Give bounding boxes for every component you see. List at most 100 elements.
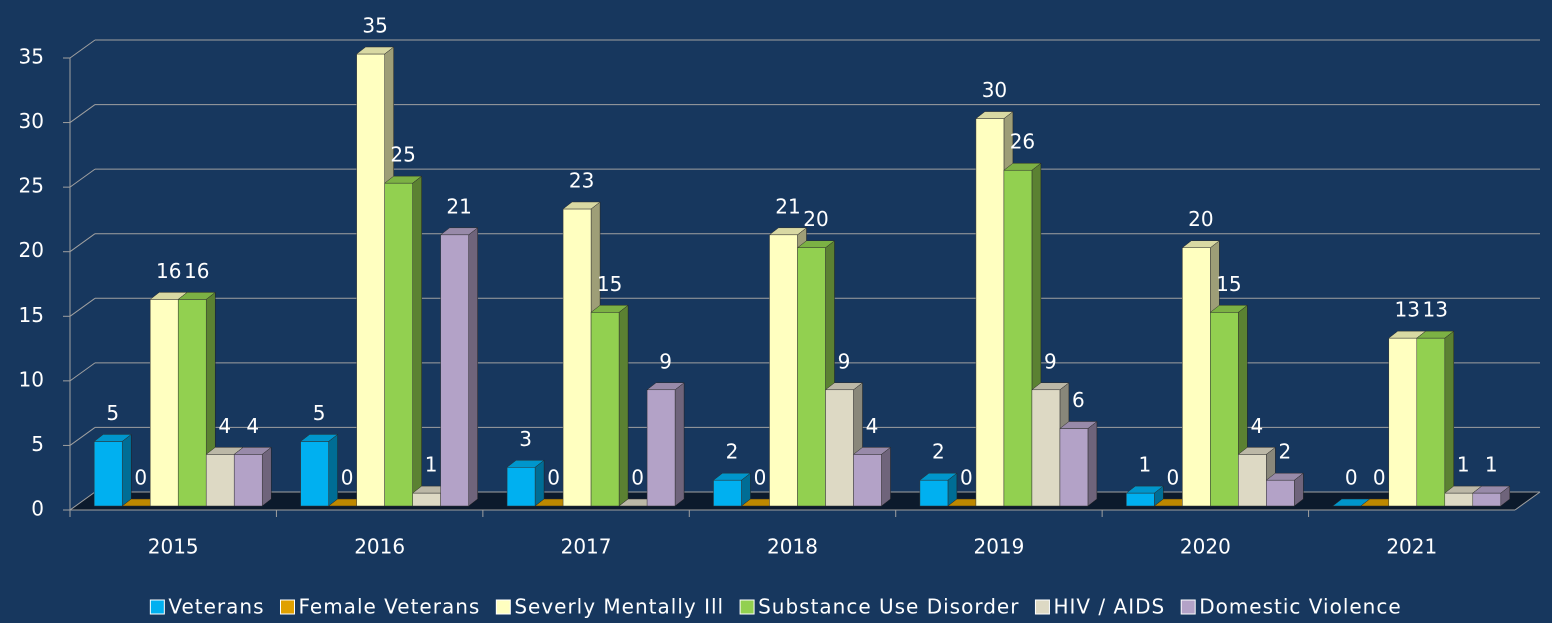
value-label: 0 <box>341 466 354 490</box>
bar <box>713 479 742 507</box>
bar-top <box>1416 330 1455 339</box>
grid-line <box>69 39 96 59</box>
bar-top <box>1125 485 1165 494</box>
grid-line <box>69 104 96 123</box>
value-label: 13 <box>1395 298 1420 322</box>
bar <box>440 234 469 507</box>
value-label: 30 <box>982 78 1007 102</box>
value-label: 2 <box>932 440 945 464</box>
bar <box>300 441 329 507</box>
bar <box>769 234 798 507</box>
legend-swatch <box>279 599 295 615</box>
bar <box>93 441 123 507</box>
bar-side <box>412 175 422 507</box>
bar <box>1003 169 1033 507</box>
bar-top <box>1209 305 1249 313</box>
bar-top <box>177 292 216 300</box>
value-label: 9 <box>1044 349 1057 373</box>
grid-line <box>69 297 96 317</box>
x-tick-label: 2016 <box>354 535 405 559</box>
bar <box>646 389 676 507</box>
bar <box>1266 479 1295 507</box>
legend-label: Domestic Violence <box>1199 595 1401 619</box>
bar <box>506 467 536 507</box>
y-tick-label: 20 <box>19 238 44 262</box>
x-tick-label: 2017 <box>561 535 612 559</box>
value-label: 0 <box>1345 466 1358 490</box>
bar-side <box>468 227 478 507</box>
bar-top <box>233 447 272 455</box>
bar <box>1444 492 1474 507</box>
bar-top <box>439 227 479 236</box>
bar <box>919 479 949 507</box>
bar <box>233 454 263 507</box>
bar-top <box>1265 472 1305 481</box>
value-label: 15 <box>1216 272 1241 296</box>
value-label: 4 <box>218 414 231 438</box>
value-label: 21 <box>446 194 471 218</box>
bar-top <box>796 240 836 248</box>
x-tick-label: 2021 <box>1386 535 1437 559</box>
value-label: 35 <box>362 14 387 38</box>
bar-top <box>383 175 423 184</box>
legend-swatch <box>739 599 755 615</box>
bar <box>384 182 413 507</box>
bar <box>1126 492 1155 507</box>
legend-label: Substance Use Disorder <box>758 595 1019 619</box>
y-tick-label: 30 <box>19 109 44 133</box>
bar-top <box>919 472 958 481</box>
value-label: 16 <box>156 259 181 283</box>
legend-label: Female Veterans <box>298 595 480 619</box>
bar-top <box>1003 162 1042 171</box>
value-label: 21 <box>775 194 800 218</box>
value-label: 2 <box>1278 440 1291 464</box>
value-label: 0 <box>134 466 147 490</box>
value-label: 0 <box>1166 466 1179 490</box>
legend-swatch <box>495 599 511 615</box>
bar <box>1238 454 1267 507</box>
bar-top <box>506 460 545 468</box>
bar-top <box>590 305 629 313</box>
bar <box>356 53 385 507</box>
y-tick-label: 25 <box>19 174 44 198</box>
bar-top <box>712 472 752 481</box>
x-tick-label: 2015 <box>148 535 199 559</box>
bar-side <box>618 304 629 507</box>
x-tick-label: 2018 <box>767 535 818 559</box>
bar <box>797 247 826 507</box>
bar-top <box>562 201 601 210</box>
value-label: 6 <box>1072 388 1085 412</box>
bar-top <box>768 227 808 236</box>
value-label: 0 <box>547 466 560 490</box>
bar-side <box>328 433 338 507</box>
grid-line <box>69 233 96 253</box>
bar-side <box>1444 330 1455 507</box>
grid-line <box>69 168 96 188</box>
value-label: 0 <box>1373 466 1386 490</box>
value-label: 0 <box>960 466 973 490</box>
legend-swatch <box>1034 599 1050 615</box>
bar-top <box>299 434 339 442</box>
bar-top <box>1472 485 1511 494</box>
legend-swatch <box>1180 599 1196 615</box>
value-label: 2 <box>726 440 739 464</box>
value-label: 4 <box>1250 414 1263 438</box>
y-tick-label: 15 <box>19 303 44 327</box>
bar-side <box>674 382 685 507</box>
y-tick-label: 5 <box>31 432 44 456</box>
bar-side <box>121 433 132 507</box>
bar-top <box>1059 421 1098 429</box>
legend-label: HIV / AIDS <box>1053 595 1165 619</box>
value-label: 1 <box>425 453 438 477</box>
value-label: 15 <box>597 272 622 296</box>
value-label: 16 <box>184 259 209 283</box>
bar <box>412 492 441 507</box>
bar-side <box>1087 421 1098 507</box>
value-label: 5 <box>106 401 119 425</box>
bar-top <box>1031 382 1070 391</box>
bar <box>177 299 207 507</box>
bar-top <box>646 382 685 391</box>
bar <box>1182 247 1211 507</box>
grid-line <box>69 427 96 446</box>
